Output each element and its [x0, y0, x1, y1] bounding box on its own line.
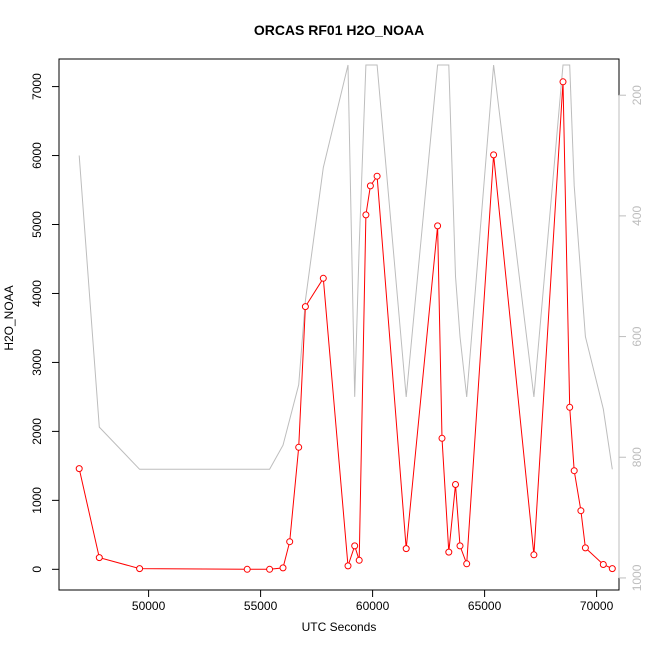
data-point: [456, 542, 464, 550]
data-point: [566, 403, 574, 411]
data-point: [438, 434, 446, 442]
right-tick-label: 600: [630, 326, 644, 346]
plot-box: [58, 58, 620, 591]
y-axis-label: H2O_NOAA: [2, 285, 16, 350]
data-point: [301, 303, 309, 311]
x-tick-label: 70000: [580, 599, 614, 613]
x-axis-label: UTC Seconds: [302, 620, 377, 634]
data-point: [434, 222, 442, 230]
right-tick-label: 1000: [630, 564, 644, 591]
data-point: [373, 172, 381, 180]
x-tick-label: 50000: [132, 599, 166, 613]
secondary-series-layer: [78, 64, 613, 470]
y-tick-label: 6000: [30, 142, 44, 169]
data-point: [577, 507, 585, 515]
x-tick-label: 60000: [356, 599, 390, 613]
data-point: [355, 556, 363, 564]
data-point: [75, 465, 83, 473]
data-point: [570, 467, 578, 475]
data-point: [95, 554, 103, 562]
y-tick-label: 3000: [30, 349, 44, 376]
x-tick-label: 65000: [468, 599, 502, 613]
data-point: [362, 211, 370, 219]
data-point: [279, 564, 287, 572]
right-tick-label: 200: [630, 85, 644, 105]
data-point: [490, 151, 498, 159]
data-point: [530, 551, 538, 559]
data-point: [286, 538, 294, 546]
right-tick-label: 800: [630, 447, 644, 467]
y-tick-label: 7000: [30, 73, 44, 100]
primary-series-layer: [75, 78, 616, 573]
secondary-series-line: [78, 64, 613, 470]
data-point: [243, 565, 251, 573]
data-point: [463, 560, 471, 568]
data-point: [344, 562, 352, 570]
data-point: [295, 443, 303, 451]
data-point: [402, 545, 410, 553]
data-point: [452, 481, 459, 488]
data-point: [445, 548, 453, 556]
data-point: [136, 565, 144, 573]
axes-layer: 50000 55000 60000 65000 70000 0 1000 2000 3000 40…: [30, 73, 644, 613]
y-tick-label: 2000: [30, 418, 44, 445]
data-point: [319, 274, 327, 282]
chart-title: ORCAS RF01 H2O_NOAA: [254, 22, 424, 38]
primary-series-line: [78, 81, 613, 570]
data-point: [559, 78, 567, 86]
right-tick-label: 400: [630, 206, 644, 226]
data-point: [351, 542, 359, 550]
x-tick-label: 55000: [244, 599, 278, 613]
data-point: [266, 565, 274, 573]
data-point: [581, 544, 589, 552]
y-tick-label: 0: [30, 566, 44, 573]
data-point: [366, 182, 374, 190]
y-tick-label: 4000: [30, 280, 44, 307]
data-point: [608, 565, 616, 573]
y-tick-label: 1000: [30, 487, 44, 514]
y-tick-label: 5000: [30, 211, 44, 238]
data-point: [599, 561, 607, 568]
